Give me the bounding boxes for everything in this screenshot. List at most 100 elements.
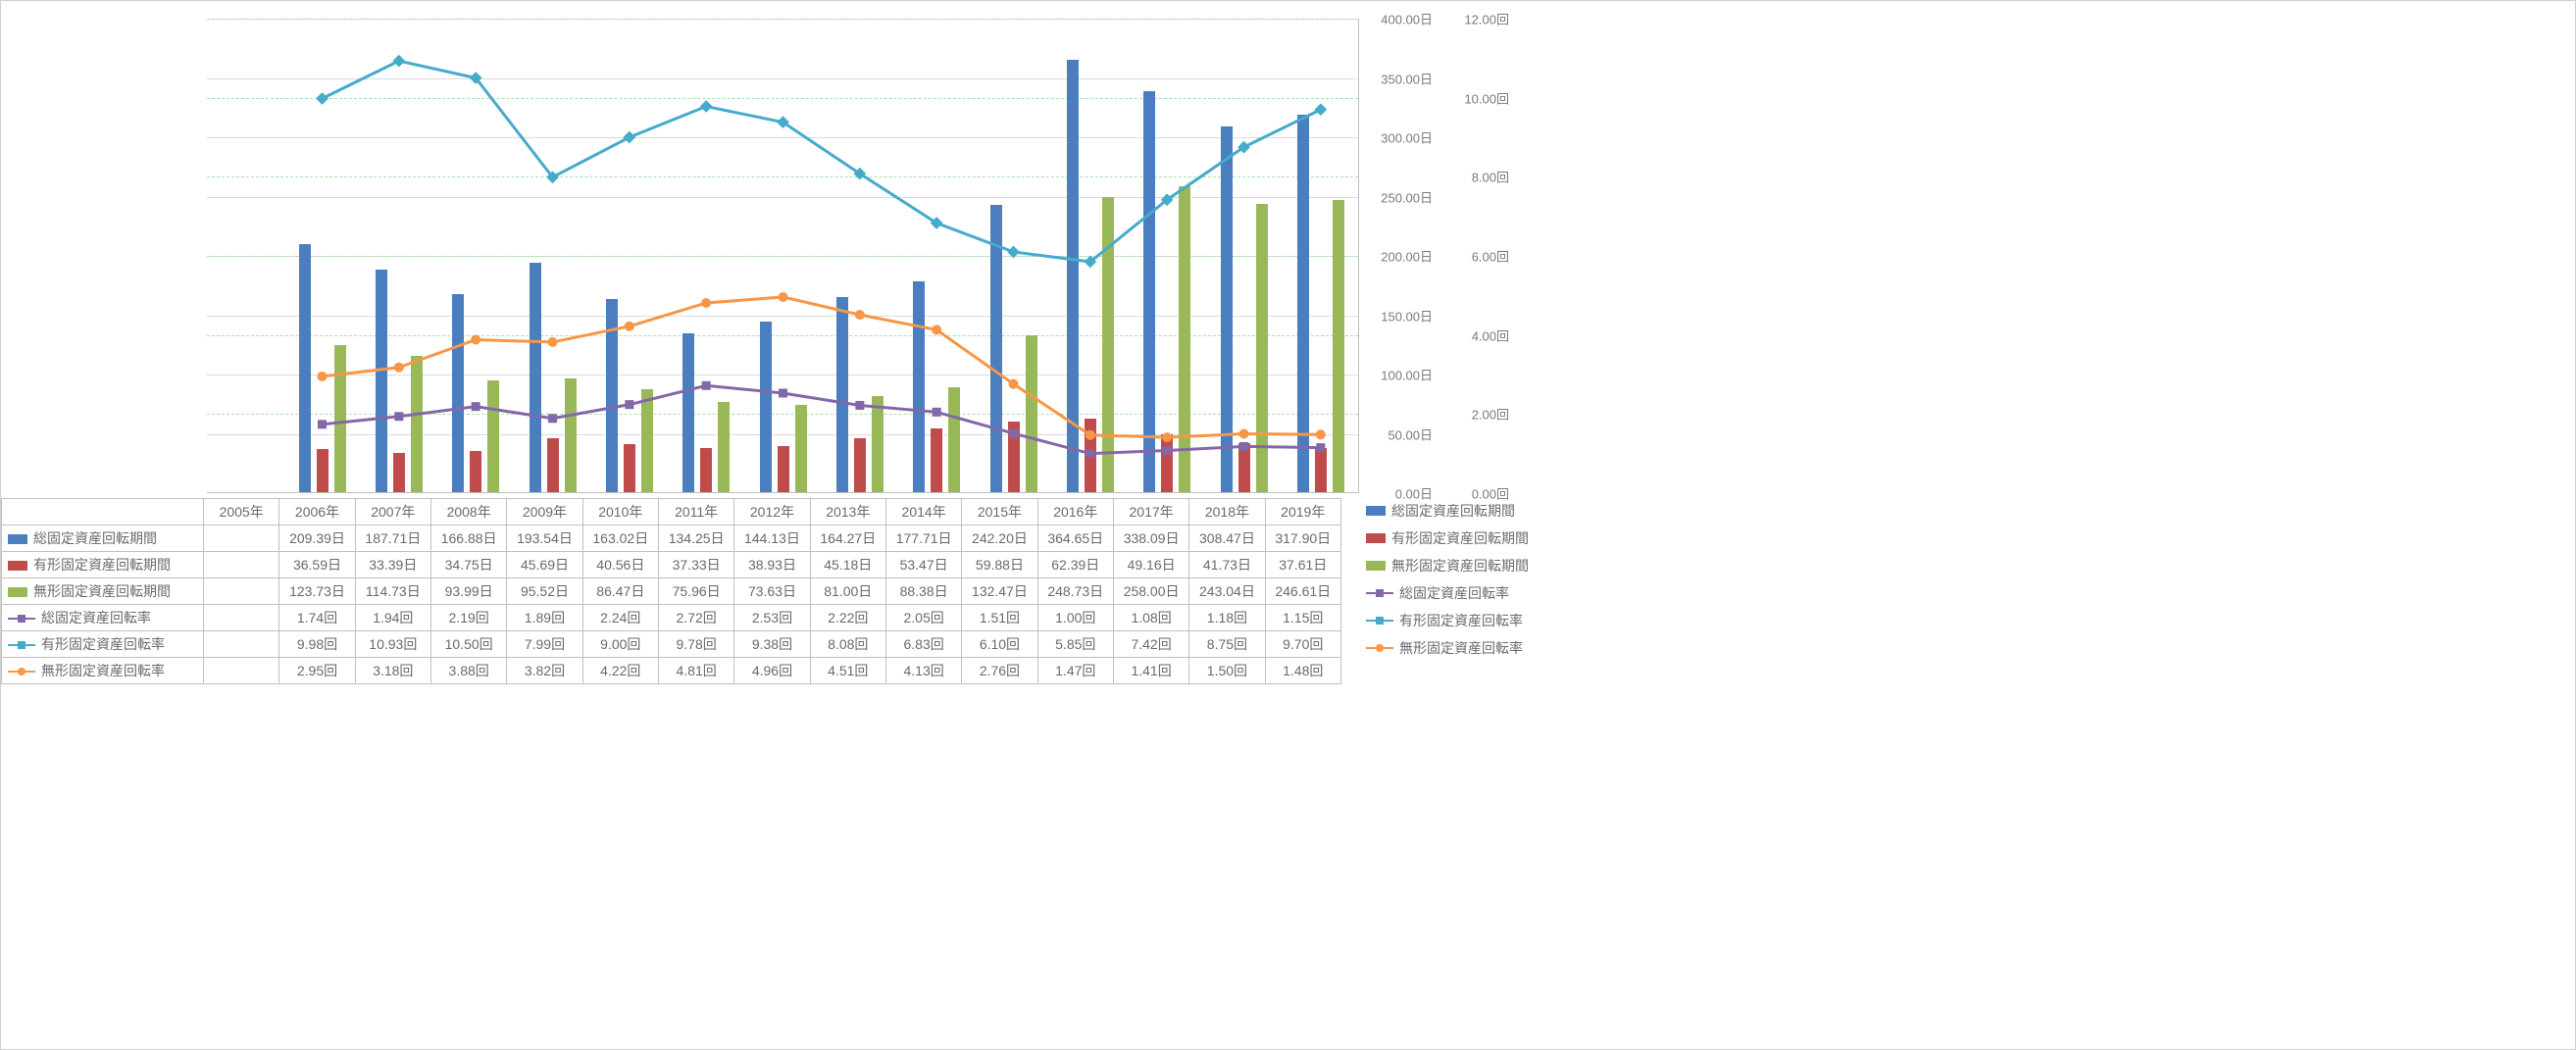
data-cell: 2.53回 [734,605,810,631]
line1-marker [702,381,711,390]
data-cell: 4.96回 [734,658,810,684]
line3-marker [1316,429,1326,439]
line3-marker [471,335,480,345]
data-cell: 59.88日 [962,552,1037,578]
line3-marker [1086,430,1095,440]
year-header: 2014年 [885,499,961,525]
row-header-label: 有形固定資産回転率 [41,636,165,652]
axis-tick: 4.00回 [1472,325,1509,344]
legend-item-line3: 無形固定資産回転率 [1362,634,1529,662]
line3-marker [318,372,328,381]
data-cell [204,525,279,552]
legend-label: 総固定資産回転率 [1399,583,1509,603]
data-cell: 1.94回 [355,605,430,631]
row-header-label: 総固定資産回転率 [41,610,151,625]
bar3-swatch-icon [8,587,27,597]
data-cell: 1.15回 [1265,605,1340,631]
data-cell: 166.88日 [430,525,506,552]
row-header-label: 総固定資産回転期間 [33,530,157,546]
data-cell: 95.52日 [507,578,582,605]
axis-tick: 2.00回 [1472,405,1509,424]
bar1-swatch-icon [1366,506,1386,516]
data-cell: 9.98回 [279,631,355,658]
data-cell: 6.83回 [885,631,961,658]
data-cell: 81.00日 [810,578,885,605]
data-cell: 3.82回 [507,658,582,684]
data-cell: 8.08回 [810,631,885,658]
data-cell: 62.39日 [1037,552,1113,578]
axis-tick: 100.00日 [1381,366,1433,384]
year-header: 2010年 [582,499,658,525]
axis-tick: 6.00回 [1472,247,1509,266]
data-cell [204,658,279,684]
data-cell: 2.05回 [885,605,961,631]
data-cell: 1.08回 [1113,605,1188,631]
line3-marker [1239,429,1249,439]
table-row: 有形固定資産回転期間36.59日33.39日34.75日45.69日40.56日… [2,552,1341,578]
row-header-line2: 有形固定資産回転率 [2,631,204,658]
year-header: 2006年 [279,499,355,525]
axis-tick: 200.00日 [1381,247,1433,266]
data-cell: 1.74回 [279,605,355,631]
row-header-bar2: 有形固定資産回転期間 [2,552,204,578]
data-cell: 45.18日 [810,552,885,578]
table-row: 有形固定資産回転率9.98回10.93回10.50回7.99回9.00回9.78… [2,631,1341,658]
data-cell: 6.10回 [962,631,1037,658]
line1-line [323,385,1321,453]
data-cell: 3.88回 [430,658,506,684]
line3-marker [1009,379,1019,389]
data-cell: 4.51回 [810,658,885,684]
line2-marker [1007,246,1020,259]
data-cell: 10.93回 [355,631,430,658]
data-cell [204,578,279,605]
line1-marker [394,412,403,421]
data-cell: 4.22回 [582,658,658,684]
data-cell: 3.18回 [355,658,430,684]
data-cell: 9.38回 [734,631,810,658]
chart-wrapper: 0.00日50.00日100.00日150.00日200.00日250.00日3… [0,0,2576,1050]
year-header: 2009年 [507,499,582,525]
axis-tick: 250.00日 [1381,187,1433,206]
data-cell: 33.39日 [355,552,430,578]
data-cell: 242.20日 [962,525,1037,552]
year-header: 2016年 [1037,499,1113,525]
line1-marker [855,401,864,410]
legend-label: 無形固定資産回転期間 [1391,556,1529,575]
data-cell: 2.24回 [582,605,658,631]
data-cell: 37.61日 [1265,552,1340,578]
table-row: 無形固定資産回転期間123.73日114.73日93.99日95.52日86.4… [2,578,1341,605]
data-cell: 86.47日 [582,578,658,605]
year-header: 2012年 [734,499,810,525]
data-cell: 132.47日 [962,578,1037,605]
data-cell: 41.73日 [1189,552,1265,578]
legend-item-line2: 有形固定資産回転率 [1362,607,1529,634]
line1-swatch-icon [8,613,35,625]
data-cell: 134.25日 [658,525,733,552]
line3-marker [855,310,865,320]
data-table: 2005年2006年2007年2008年2009年2010年2011年2012年… [1,498,1341,684]
line2-swatch-icon [8,639,35,651]
line3-line [323,297,1321,437]
data-cell: 364.65日 [1037,525,1113,552]
right-legend: 総固定資産回転期間有形固定資産回転期間無形固定資産回転期間総固定資産回転率有形固… [1362,497,1529,662]
axis-tick: 8.00回 [1472,168,1509,186]
data-cell: 7.42回 [1113,631,1188,658]
data-cell: 209.39日 [279,525,355,552]
axis-days: 0.00日50.00日100.00日150.00日200.00日250.00日3… [1364,19,1435,493]
line1-marker [1009,429,1018,438]
year-header: 2018年 [1189,499,1265,525]
data-cell: 9.70回 [1265,631,1340,658]
year-header: 2007年 [355,499,430,525]
axis-tick: 300.00日 [1381,128,1433,147]
data-cell: 1.47回 [1037,658,1113,684]
data-cell: 243.04日 [1189,578,1265,605]
data-cell: 7.99回 [507,631,582,658]
line3-marker [701,298,711,308]
line1-marker [1086,449,1094,458]
data-cell: 187.71日 [355,525,430,552]
axis-tick: 350.00日 [1381,69,1433,87]
line2-line [323,61,1321,262]
line1-marker [318,420,327,428]
data-cell: 123.73日 [279,578,355,605]
data-cell: 317.90日 [1265,525,1340,552]
